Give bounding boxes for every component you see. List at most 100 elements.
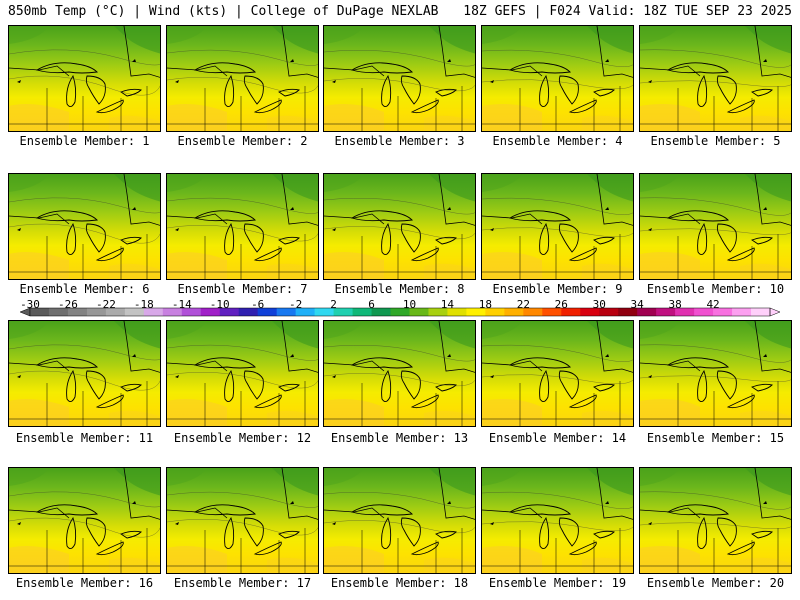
ensemble-member-label: Ensemble Member: 13 xyxy=(330,431,469,445)
ensemble-member-label: Ensemble Member: 18 xyxy=(330,576,469,590)
ensemble-member-label: Ensemble Member: 4 xyxy=(492,134,623,148)
map-outline xyxy=(482,26,633,131)
ensemble-member-label: Ensemble Member: 1 xyxy=(19,134,150,148)
colorbar-segment xyxy=(447,308,467,316)
map-outline xyxy=(324,26,475,131)
colorbar-tick-label: 2 xyxy=(330,298,337,311)
ensemble-member-map xyxy=(166,25,319,132)
ensemble-member-label: Ensemble Member: 3 xyxy=(334,134,465,148)
colorbar-segment xyxy=(124,308,145,316)
colorbar-arrow-right xyxy=(769,307,781,317)
colorbar-segment xyxy=(143,308,164,316)
colorbar-tick-label: 10 xyxy=(402,298,417,311)
map-outline xyxy=(9,26,160,131)
colorbar-tick-label: 34 xyxy=(630,298,644,311)
colorbar-tick-label: -22 xyxy=(95,298,116,311)
colorbar-segment xyxy=(751,308,771,316)
colorbar-tick-label: -26 xyxy=(58,298,78,311)
ensemble-member-map xyxy=(481,467,634,574)
colorbar-tick-label: -30 xyxy=(20,298,40,311)
map-outline xyxy=(167,321,318,426)
map-outline xyxy=(482,174,633,279)
colorbar-tick-label: 22 xyxy=(516,298,530,311)
colorbar-tick-label: -18 xyxy=(133,298,154,311)
map-outline xyxy=(324,174,475,279)
colorbar-tick-label: 26 xyxy=(554,298,568,311)
map-outline xyxy=(9,174,160,279)
ensemble-member-map xyxy=(166,173,319,280)
ensemble-member-map xyxy=(481,25,634,132)
map-outline xyxy=(9,321,160,426)
ensemble-member-label: Ensemble Member: 14 xyxy=(488,431,627,445)
colorbar-segment xyxy=(675,308,695,316)
colorbar-segment xyxy=(409,308,429,316)
colorbar-tick-label: 6 xyxy=(368,298,375,311)
ensemble-member-map xyxy=(166,320,319,427)
colorbar-segment xyxy=(181,308,202,316)
ensemble-member-label: Ensemble Member: 10 xyxy=(646,282,785,296)
ensemble-member-label: Ensemble Member: 7 xyxy=(177,282,308,296)
colorbar-segment xyxy=(713,308,733,316)
colorbar-segment xyxy=(238,308,259,316)
colorbar-segment xyxy=(30,308,50,316)
map-outline xyxy=(167,26,318,131)
ensemble-member-map xyxy=(166,467,319,574)
colorbar-segment xyxy=(694,308,714,316)
ensemble-member-label: Ensemble Member: 15 xyxy=(646,431,785,445)
colorbar-tick-label: 18 xyxy=(478,298,492,311)
ensemble-member-map xyxy=(639,467,792,574)
colorbar-segment xyxy=(599,308,619,316)
ensemble-member-label: Ensemble Member: 20 xyxy=(646,576,785,590)
ensemble-member-label: Ensemble Member: 9 xyxy=(492,282,623,296)
ensemble-member-map xyxy=(481,173,634,280)
ensemble-member-map xyxy=(8,467,161,574)
map-outline xyxy=(640,174,791,279)
colorbar-segment xyxy=(295,308,316,316)
colorbar-segment xyxy=(371,308,392,316)
map-outline xyxy=(167,468,318,573)
map-outline xyxy=(640,321,791,426)
colorbar-segment xyxy=(257,308,278,316)
colorbar-segment xyxy=(504,308,524,316)
colorbar-segment xyxy=(390,308,410,316)
colorbar-tick-label: 14 xyxy=(440,298,455,311)
ensemble-member-map xyxy=(639,173,792,280)
colorbar-tick-label: 30 xyxy=(592,298,606,311)
ensemble-member-map xyxy=(639,25,792,132)
ensemble-member-label: Ensemble Member: 2 xyxy=(177,134,308,148)
map-outline xyxy=(640,26,791,131)
colorbar-segment xyxy=(162,308,183,316)
map-outline xyxy=(324,468,475,573)
colorbar-segment xyxy=(200,308,221,316)
ensemble-member-label: Ensemble Member: 5 xyxy=(650,134,781,148)
ensemble-member-label: Ensemble Member: 6 xyxy=(19,282,150,296)
color-scale-bar xyxy=(19,307,781,317)
colorbar-segment xyxy=(580,308,600,316)
ensemble-member-map xyxy=(8,320,161,427)
colorbar-segment xyxy=(314,308,335,316)
colorbar-tick-label: -2 xyxy=(289,298,303,311)
ensemble-member-label: Ensemble Member: 17 xyxy=(173,576,312,590)
map-outline xyxy=(640,468,791,573)
colorbar-segment xyxy=(86,308,107,316)
colorbar-segment xyxy=(333,308,354,316)
map-outline xyxy=(324,321,475,426)
colorbar-segment xyxy=(219,308,240,316)
ensemble-member-map xyxy=(323,467,476,574)
map-outline xyxy=(482,468,633,573)
ensemble-member-map xyxy=(323,173,476,280)
colorbar-segment xyxy=(561,308,581,316)
ensemble-member-map xyxy=(323,320,476,427)
ensemble-member-label: Ensemble Member: 8 xyxy=(334,282,465,296)
colorbar-tick-label: 42 xyxy=(706,298,720,311)
ensemble-member-map xyxy=(8,173,161,280)
colorbar-segment xyxy=(656,308,676,316)
colorbar-segment xyxy=(466,308,486,316)
ensemble-member-map xyxy=(323,25,476,132)
ensemble-member-label: Ensemble Member: 19 xyxy=(488,576,627,590)
ensemble-member-map xyxy=(481,320,634,427)
colorbar-segment xyxy=(542,308,562,316)
colorbar-segment xyxy=(352,308,373,316)
ensemble-member-label: Ensemble Member: 11 xyxy=(15,431,154,445)
ensemble-member-label: Ensemble Member: 16 xyxy=(15,576,154,590)
